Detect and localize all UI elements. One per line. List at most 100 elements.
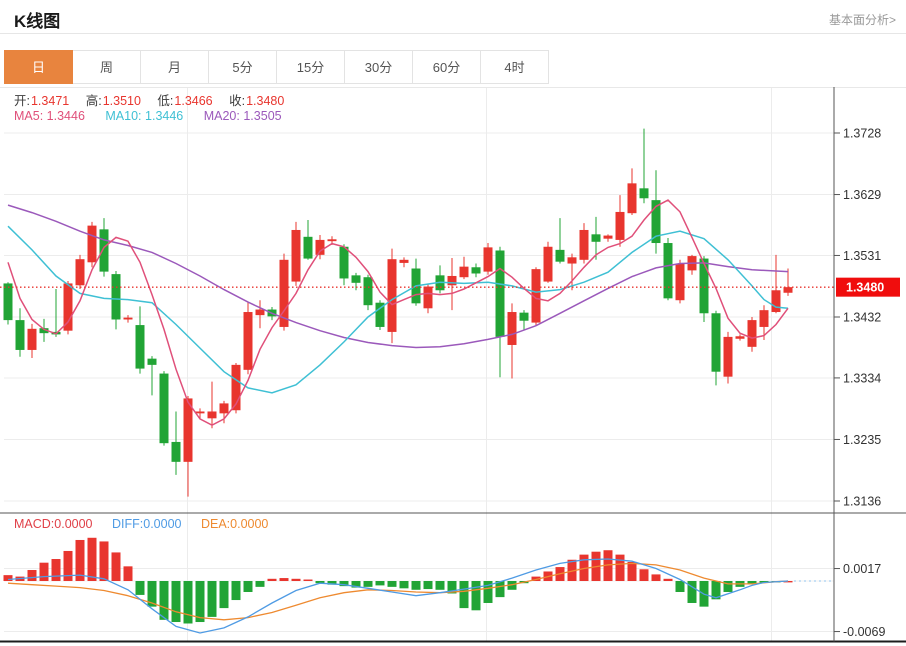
macd-bar: [339, 581, 349, 587]
header-divider: [0, 33, 906, 34]
candle-body: [519, 312, 529, 321]
macd-bar: [75, 539, 85, 581]
candle-body: [783, 287, 793, 293]
low-readout: 低:1.3466: [157, 94, 213, 108]
macd-bar: [579, 554, 589, 581]
price-tick-label: 1.3531: [843, 249, 881, 263]
candle-body: [579, 229, 589, 260]
candle-body: [351, 275, 361, 283]
macd-bar: [651, 574, 661, 581]
candle-body: [531, 269, 541, 323]
tab-day[interactable]: 日: [4, 50, 73, 84]
fundamental-analysis-link[interactable]: 基本面分析>: [828, 13, 896, 27]
candle-body: [639, 188, 649, 199]
candle-body: [603, 235, 613, 239]
candle-body: [255, 309, 265, 316]
macd-bar: [603, 550, 613, 581]
candle-body: [615, 211, 625, 240]
candle-body: [207, 411, 217, 419]
price-tick-label: 1.3728: [843, 127, 881, 141]
candle-body: [375, 302, 385, 327]
macd-bar: [675, 581, 685, 592]
macd-bar: [207, 581, 217, 617]
macd-bar: [327, 581, 337, 585]
macd-bar: [51, 559, 61, 581]
candle-body: [363, 277, 373, 306]
macd-bar: [423, 581, 433, 590]
tab-60min[interactable]: 60分: [412, 50, 481, 84]
price-tick-label: 1.3334: [843, 371, 881, 385]
macd-bar: [375, 581, 385, 586]
macd-bar: [483, 581, 493, 603]
candle-body: [219, 403, 229, 414]
candle-body: [711, 313, 721, 372]
macd-bar: [627, 561, 637, 581]
high-readout: 高:1.3510: [85, 94, 141, 108]
candle-body: [27, 328, 37, 350]
candle-body: [699, 258, 709, 314]
macd-bar: [195, 581, 205, 623]
macd-bar: [279, 578, 289, 581]
candle-body: [675, 263, 685, 301]
price-tick-label: 1.3235: [843, 433, 881, 447]
candle-body: [483, 247, 493, 272]
candle-body: [507, 312, 517, 345]
macd-bar: [135, 581, 145, 595]
macd-bar: [231, 581, 241, 601]
candle-body: [567, 257, 577, 264]
candle-body: [495, 250, 505, 337]
macd-bar: [615, 554, 625, 581]
macd-bar: [471, 581, 481, 611]
ma20-line: [7, 204, 789, 349]
macd-bar: [291, 578, 301, 581]
candle-body: [111, 274, 121, 320]
macd-bar: [351, 581, 361, 588]
macd-bar: [711, 581, 721, 600]
macd-bar: [123, 566, 133, 581]
ohlc-legend: 开:1.3471 高:1.3510 低:1.3466 收:1.3480: [14, 90, 297, 109]
macd-bar: [783, 581, 793, 583]
macd-bar: [63, 550, 73, 581]
ma-legend: MA5: 1.3446 MA10: 1.3446 MA20: 1.3505: [14, 109, 299, 123]
macd-bar: [567, 559, 577, 581]
candle-body: [75, 259, 85, 286]
candle-body: [303, 236, 313, 259]
tab-week[interactable]: 周: [72, 50, 141, 84]
candle-body: [123, 317, 133, 320]
macd-bar: [459, 581, 469, 609]
macd-bar: [159, 581, 169, 620]
candle-body: [723, 336, 733, 377]
macd-bar: [747, 581, 757, 584]
macd-bar: [39, 562, 49, 581]
macd-bar: [183, 581, 193, 624]
candle-body: [627, 183, 637, 214]
macd-bar: [495, 581, 505, 598]
candle-body: [147, 358, 157, 365]
tab-30min[interactable]: 30分: [344, 50, 413, 84]
close-readout: 收:1.3480: [229, 94, 285, 108]
tab-month[interactable]: 月: [140, 50, 209, 84]
tab-5min[interactable]: 5分: [208, 50, 277, 84]
macd-bar: [111, 552, 121, 581]
candle-body: [63, 283, 73, 331]
candle-body: [291, 229, 301, 282]
period-tabbar: 日 周 月 5分 15分 30分 60分 4时: [4, 50, 549, 84]
macd-bar: [267, 578, 277, 581]
ma20-readout: MA20: 1.3505: [203, 109, 282, 123]
candle-body: [735, 336, 745, 339]
candle-body: [399, 259, 409, 263]
macd-bar: [639, 569, 649, 581]
macd-bar: [243, 581, 253, 592]
tab-4hour[interactable]: 4时: [480, 50, 549, 84]
price-tick-label: 1.3136: [843, 494, 881, 508]
macd-bar: [27, 570, 37, 581]
tab-15min[interactable]: 15分: [276, 50, 345, 84]
macd-tick-label: -0.0069: [843, 625, 885, 639]
current-price-badge-label: 1.3480: [846, 281, 884, 295]
macd-bar: [759, 581, 769, 583]
diff-readout: DIFF:0.0000: [112, 517, 182, 531]
price-tick-label: 1.3629: [843, 188, 881, 202]
macd-bar: [303, 579, 313, 581]
